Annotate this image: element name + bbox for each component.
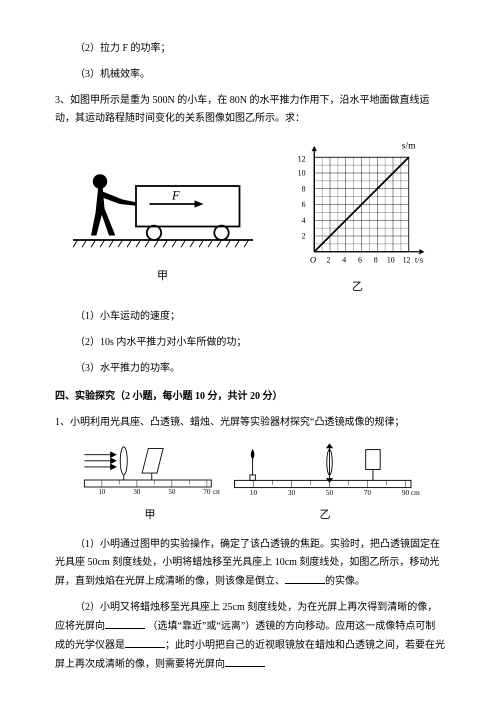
svg-text:50: 50 bbox=[168, 488, 176, 496]
blank-1[interactable] bbox=[285, 572, 325, 584]
svg-text:8: 8 bbox=[301, 184, 305, 193]
cart-caption: 甲 bbox=[73, 267, 253, 287]
q3-p1: （1）小车运动的速度； bbox=[55, 308, 445, 326]
figure-graph-wrap: s/m bbox=[288, 138, 428, 298]
svg-text:12: 12 bbox=[402, 255, 410, 264]
q2-part3: （3）机械效率。 bbox=[55, 66, 445, 84]
optics-figures: 10 30 50 70 cm 甲 bbox=[55, 442, 445, 526]
s4q1-p2: （2）小明又将蜡烛移至光具座上 25cm 刻度线处，为在光屏上再次得到清晰的像，… bbox=[55, 599, 445, 674]
q3-p3: （3）水平推力的功率。 bbox=[55, 360, 445, 378]
blank-4[interactable] bbox=[225, 655, 265, 667]
svg-text:70: 70 bbox=[364, 489, 372, 497]
optics-jia-svg: 10 30 50 70 cm bbox=[80, 442, 220, 497]
svg-text:12: 12 bbox=[297, 155, 305, 164]
q3-p2: （2）10s 内水平推力对小车所做的功； bbox=[55, 334, 445, 352]
optics-jia-caption: 甲 bbox=[80, 506, 220, 526]
figure-cart-wrap: F 甲 bbox=[73, 150, 253, 287]
graph-ylabel: s/m bbox=[401, 141, 415, 152]
q2-part2: （2）拉力 F 的功率； bbox=[55, 40, 445, 58]
blank-2[interactable] bbox=[105, 617, 145, 629]
s4q1-intro: 1、小明利用光具座、凸透镜、蜡烛、光屏等实验器材探究“凸透镜成像的规律； bbox=[55, 414, 445, 432]
section4-title: 四、实验探究（2 小题，每小题 10 分，共计 20 分） bbox=[55, 388, 445, 406]
optics-yi-wrap: 10 30 50 70 90 cm 乙 bbox=[230, 442, 420, 526]
q3-intro: 3、如图甲所示是重为 500N 的小车，在 80N 的水平推力作用下，沿水平地面… bbox=[55, 92, 445, 128]
optics-yi-caption: 乙 bbox=[230, 506, 420, 526]
graph-caption: 乙 bbox=[288, 278, 428, 298]
svg-text:6: 6 bbox=[358, 255, 362, 264]
svg-text:O: O bbox=[309, 254, 316, 264]
svg-text:8: 8 bbox=[373, 255, 377, 264]
svg-text:90: 90 bbox=[402, 489, 410, 497]
svg-text:70: 70 bbox=[203, 488, 211, 496]
svg-text:6: 6 bbox=[301, 200, 305, 209]
svg-text:30: 30 bbox=[288, 489, 296, 497]
svg-text:2: 2 bbox=[301, 232, 305, 241]
s4q1-p1: （1）小明通过图甲的实验操作，确定了该凸透镜的焦距。实验时，把凸透镜固定在光具座… bbox=[55, 536, 445, 591]
cart-svg: F bbox=[73, 150, 253, 258]
svg-text:10: 10 bbox=[250, 489, 258, 497]
s4q1-p1b: 的实像。 bbox=[325, 576, 365, 587]
graph-svg: s/m bbox=[288, 138, 428, 269]
q3-figures: F 甲 s/m bbox=[55, 138, 445, 298]
svg-text:10: 10 bbox=[98, 488, 106, 496]
svg-text:10: 10 bbox=[386, 255, 394, 264]
optics-yi-svg: 10 30 50 70 90 cm bbox=[230, 442, 420, 497]
svg-text:4: 4 bbox=[301, 216, 305, 225]
svg-text:cm: cm bbox=[411, 489, 420, 497]
blank-3[interactable] bbox=[125, 636, 165, 648]
graph-xlabel: t/s bbox=[414, 254, 423, 264]
svg-text:50: 50 bbox=[326, 489, 334, 497]
svg-text:10: 10 bbox=[297, 169, 305, 178]
svg-text:cm: cm bbox=[213, 488, 220, 496]
svg-text:4: 4 bbox=[342, 255, 346, 264]
svg-text:2: 2 bbox=[326, 255, 330, 264]
s4q1-p1a: （1）小明通过图甲的实验操作，确定了该凸透镜的焦距。实验时，把凸透镜固定在光具座… bbox=[55, 539, 440, 587]
force-label: F bbox=[171, 188, 180, 202]
svg-text:30: 30 bbox=[133, 488, 141, 496]
optics-jia-wrap: 10 30 50 70 cm 甲 bbox=[80, 442, 220, 526]
